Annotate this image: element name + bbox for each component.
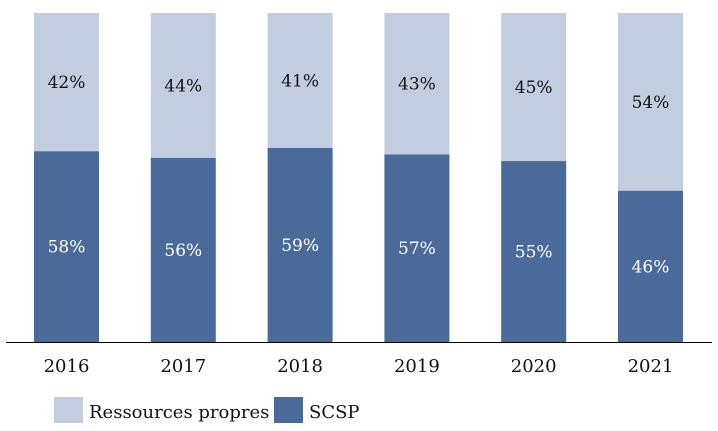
legend: Ressources propres SCSP: [54, 397, 360, 423]
data-label-scsp-2021: 46%: [632, 257, 670, 277]
x-tick-label-2018: 2018: [277, 356, 323, 377]
data-label-scsp-2016: 58%: [48, 238, 86, 258]
x-tick-label-2020: 2020: [511, 356, 557, 377]
bar-scsp-2021: [618, 190, 683, 342]
bar-scsp-2020: [501, 161, 567, 342]
data-label-ressources-propres-2017: 44%: [164, 76, 202, 96]
bar-ressources-propres-2017: [150, 13, 216, 158]
bar-ressources-propres-2020: [501, 13, 567, 162]
bar-ressources-propres-2019: [384, 13, 450, 155]
x-tick-label-2021: 2021: [628, 356, 674, 377]
bar-scsp-2017: [150, 157, 216, 342]
x-tick-label-2016: 2016: [44, 356, 90, 377]
legend-swatch-ressources-propres: [54, 397, 83, 423]
data-label-ressources-propres-2020: 45%: [515, 78, 553, 98]
legend-label-scsp: SCSP: [309, 402, 360, 423]
bar-ressources-propres-2016: [34, 13, 99, 152]
data-label-scsp-2018: 59%: [281, 236, 319, 256]
x-tick-label-2017: 2017: [160, 356, 206, 377]
data-label-ressources-propres-2019: 43%: [398, 75, 436, 95]
bar-scsp-2016: [34, 151, 99, 342]
x-tick-labels: 2016 2017 2018 2019 2020 2021: [44, 356, 674, 377]
data-label-ressources-propres-2018: 41%: [281, 71, 319, 91]
bar-ressources-propres-2018: [267, 13, 333, 148]
bar-scsp-2018: [267, 147, 333, 342]
bars-group: [34, 13, 683, 342]
legend-label-ressources-propres: Ressources propres: [89, 402, 269, 423]
legend-swatch-scsp: [274, 397, 303, 423]
data-label-scsp-2020: 55%: [515, 243, 553, 263]
data-label-ressources-propres-2021: 54%: [632, 93, 670, 113]
data-labels-group: 58% 42% 56% 44% 59% 41% 57% 43% 55% 45% 46% 54%: [48, 71, 670, 277]
data-label-ressources-propres-2016: 42%: [48, 73, 86, 93]
data-label-scsp-2019: 57%: [398, 239, 436, 259]
bar-scsp-2019: [384, 154, 450, 342]
bar-ressources-propres-2021: [618, 13, 683, 191]
data-label-scsp-2017: 56%: [164, 241, 202, 261]
x-tick-label-2019: 2019: [394, 356, 440, 377]
